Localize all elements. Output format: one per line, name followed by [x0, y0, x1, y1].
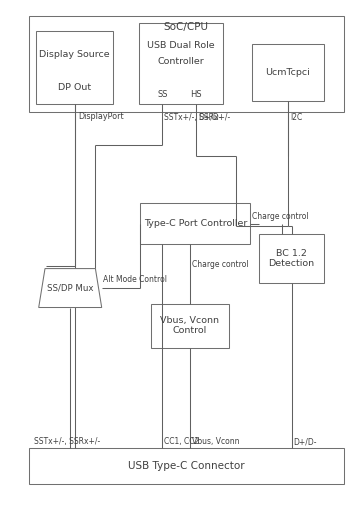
FancyBboxPatch shape	[259, 234, 324, 283]
Text: I2C: I2C	[290, 113, 302, 122]
Text: DisplayPort: DisplayPort	[78, 112, 124, 121]
Text: D+/D-: D+/D-	[198, 113, 221, 122]
Text: SS/DP Mux: SS/DP Mux	[47, 283, 94, 293]
FancyBboxPatch shape	[29, 448, 344, 484]
Text: SSTx+/-, SSRx+/-: SSTx+/-, SSRx+/-	[34, 438, 100, 446]
Text: Charge control: Charge control	[252, 212, 309, 221]
Text: UcmTcpci: UcmTcpci	[266, 68, 310, 77]
Text: Vbus, Vconn
Control: Vbus, Vconn Control	[161, 316, 219, 335]
Text: DP Out: DP Out	[58, 84, 91, 92]
Text: D+/D-: D+/D-	[293, 438, 317, 446]
Text: Display Source: Display Source	[39, 50, 110, 59]
Text: HS: HS	[190, 90, 202, 99]
Text: SS: SS	[157, 90, 167, 99]
Text: SSTx+/-, SSRx+/-: SSTx+/-, SSRx+/-	[164, 113, 230, 122]
FancyBboxPatch shape	[29, 16, 344, 112]
FancyBboxPatch shape	[139, 23, 223, 104]
Text: Vbus, Vconn: Vbus, Vconn	[192, 438, 239, 446]
Text: CC1, CC2: CC1, CC2	[164, 438, 199, 446]
FancyBboxPatch shape	[140, 203, 250, 244]
FancyBboxPatch shape	[36, 31, 113, 104]
Text: USB Type-C Connector: USB Type-C Connector	[128, 461, 244, 471]
FancyBboxPatch shape	[252, 44, 324, 101]
Text: USB Dual Role: USB Dual Role	[147, 42, 215, 50]
Text: BC 1.2
Detection: BC 1.2 Detection	[269, 249, 315, 268]
Text: Charge control: Charge control	[192, 260, 248, 269]
Text: Controller: Controller	[158, 58, 204, 66]
Text: SoC/CPU: SoC/CPU	[164, 22, 209, 32]
Text: Type-C Port Controller: Type-C Port Controller	[144, 219, 247, 228]
Polygon shape	[39, 269, 102, 307]
FancyBboxPatch shape	[151, 304, 229, 348]
Text: Alt Mode Control: Alt Mode Control	[104, 276, 167, 284]
